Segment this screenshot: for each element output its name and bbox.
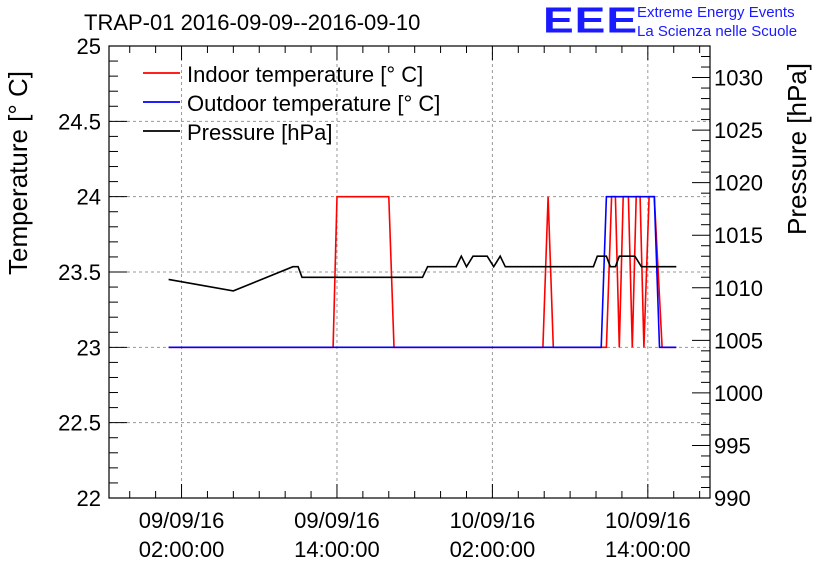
left-tick-label: 25: [77, 34, 101, 59]
x-tick-label-time: 14:00:00: [605, 537, 691, 562]
legend-label: Indoor temperature [° C]: [187, 62, 423, 87]
right-tick-label: 1030: [714, 66, 763, 91]
left-axis-label-wrap: Temperature [° C]: [3, 71, 33, 275]
legend-label: Outdoor temperature [° C]: [187, 91, 440, 116]
left-tick-label: 24.5: [58, 109, 101, 134]
logo-caption-line1: Extreme Energy Events: [637, 4, 795, 21]
right-tick-label: 1010: [714, 276, 763, 301]
chart-title: TRAP-01 2016-09-09--2016-09-10: [84, 10, 421, 35]
right-tick-label: 1020: [714, 171, 763, 196]
left-tick-label: 22.5: [58, 411, 101, 436]
tick-labels: 09/09/16 02:00:00 09/09/16 14:00:00 10/09/16…: [58, 34, 763, 562]
x-tick-label-date: 09/09/16: [294, 508, 380, 533]
right-tick-label: 1000: [714, 381, 763, 406]
axis-ticks: [109, 45, 710, 499]
right-tick-label: 995: [714, 433, 751, 458]
left-tick-label: 24: [77, 185, 101, 210]
right-tick-label: 1015: [714, 223, 763, 248]
left-tick-label: 22: [77, 486, 101, 511]
x-tick-label-time: 14:00:00: [294, 537, 380, 562]
series-lines: [168, 195, 677, 349]
x-tick-label-time: 02:00:00: [139, 537, 225, 562]
series-line-2: [168, 254, 677, 292]
right-tick-label: 1005: [714, 328, 763, 353]
x-tick-label-time: 02:00:00: [450, 537, 536, 562]
logo-caption: Extreme Energy Events La Scienza nelle S…: [637, 3, 797, 41]
logo-caption-line2: La Scienza nelle Scuole: [637, 23, 798, 40]
right-tick-label: 1025: [714, 118, 763, 143]
legend-label: Pressure [hPa]: [187, 120, 333, 145]
left-axis-label: Temperature [° C]: [3, 70, 33, 275]
x-tick-label-date: 09/09/16: [139, 508, 225, 533]
eee-logo: EEE: [543, 0, 639, 41]
left-tick-label: 23.5: [58, 260, 101, 285]
right-tick-label: 990: [714, 486, 751, 511]
x-tick-label-date: 10/09/16: [450, 508, 536, 533]
series-line-0: [168, 195, 677, 349]
series-line-1: [168, 195, 677, 349]
right-axis-label: Pressure [hPa]: [782, 63, 812, 235]
left-tick-label: 23: [77, 335, 101, 360]
x-tick-label-date: 10/09/16: [605, 508, 691, 533]
legend: Indoor temperature [° C] Outdoor temperat…: [143, 62, 440, 145]
